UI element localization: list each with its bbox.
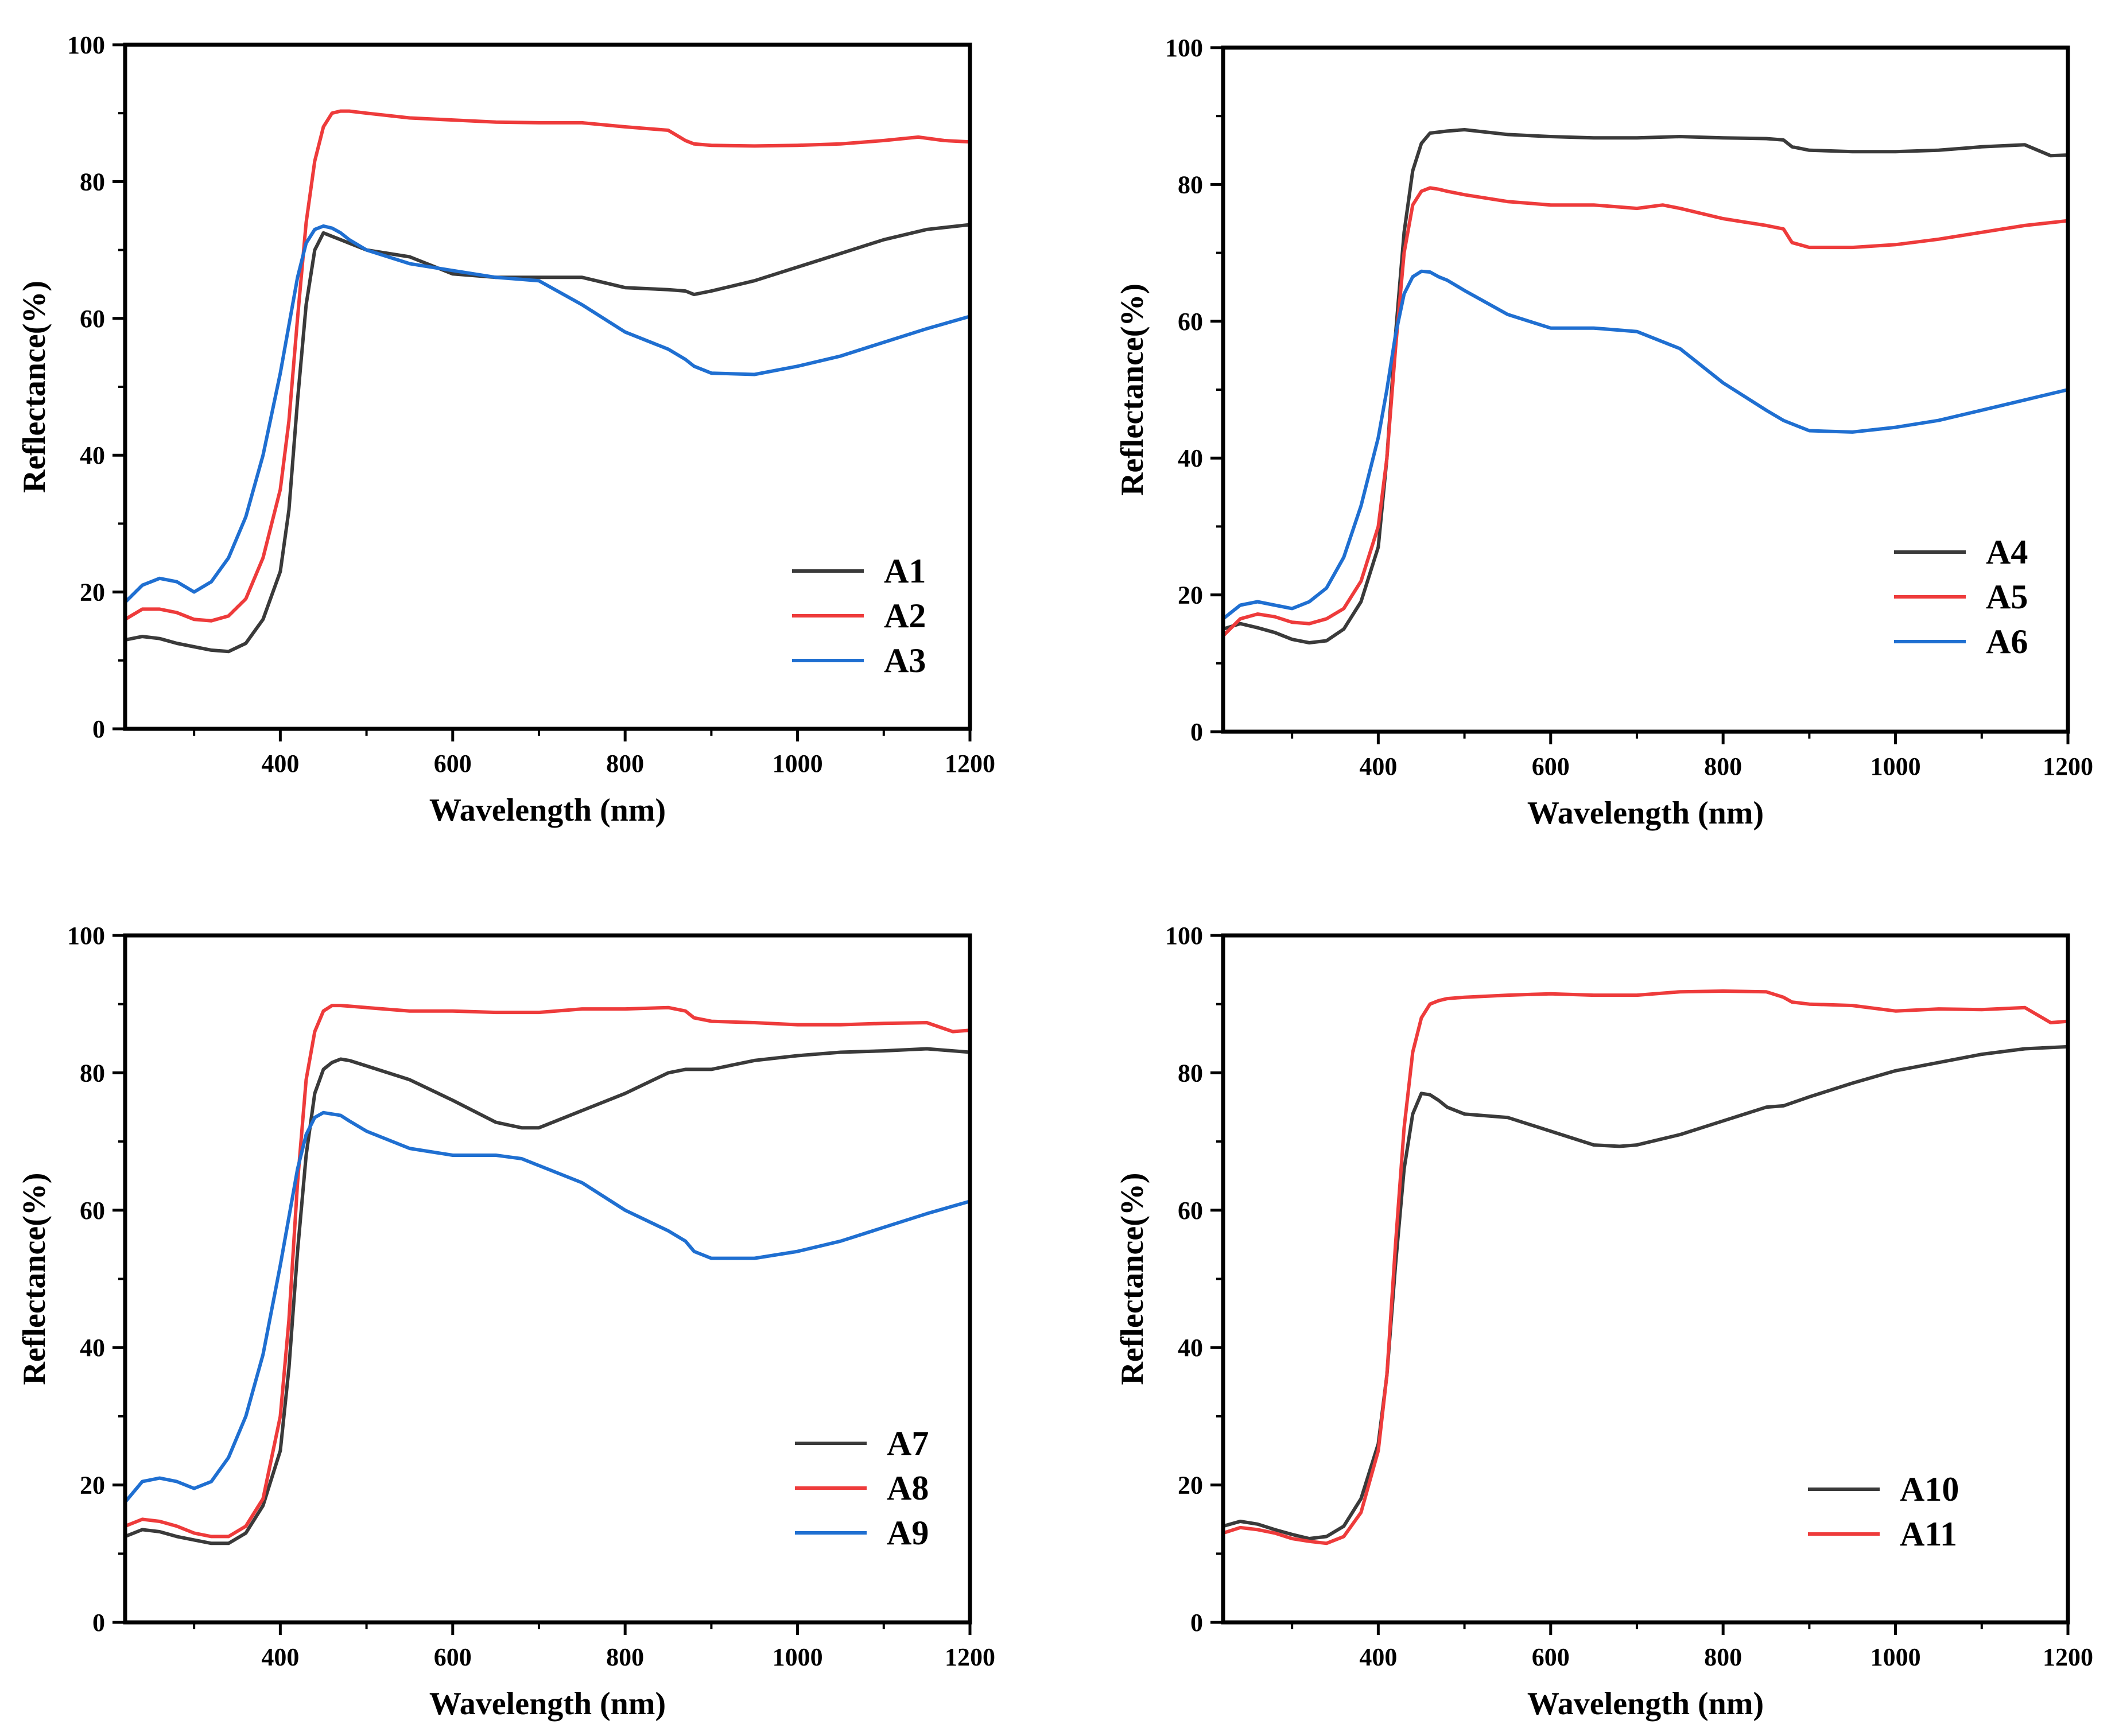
legend: A1 A2 A3 <box>792 552 926 679</box>
x-tick-label: 600 <box>1532 1643 1570 1671</box>
legend-label-a6: A6 <box>1986 623 2028 661</box>
x-tick-label: 400 <box>1359 752 1397 780</box>
y-tick-label: 20 <box>1178 1471 1203 1500</box>
x-tick-label: 400 <box>1359 1643 1397 1671</box>
y-axis-title: Reflectance(%) <box>1115 1172 1150 1385</box>
y-axis-title: Reflectance(%) <box>17 1172 52 1385</box>
y-tick-label: 20 <box>1178 581 1203 609</box>
x-tick-label: 1000 <box>1870 752 1921 780</box>
x-axis-title: Wavelength (nm) <box>429 793 666 828</box>
y-tick-label: 0 <box>1190 718 1203 746</box>
y-tick-label: 60 <box>1178 308 1203 336</box>
legend-label-a1: A1 <box>884 552 926 590</box>
y-tick-label: 0 <box>1190 1609 1203 1637</box>
x-tick-label: 400 <box>261 749 299 778</box>
legend-label-a7: A7 <box>887 1424 929 1462</box>
y-tick-label: 100 <box>1165 34 1203 62</box>
y-tick-label: 80 <box>1178 170 1203 199</box>
x-tick-label: 800 <box>1704 1643 1742 1671</box>
legend-label-a9: A9 <box>887 1514 929 1552</box>
series-line-a10 <box>1223 1044 2068 1540</box>
legend-label-a10: A10 <box>1900 1470 1959 1508</box>
y-tick-label: 80 <box>80 168 105 196</box>
y-tick-label: 80 <box>1178 1059 1203 1087</box>
plot-frame <box>123 42 972 731</box>
x-tick-label: 1000 <box>1870 1643 1921 1671</box>
x-axis-title: Wavelength (nm) <box>1527 1686 1764 1722</box>
x-axis-title: Wavelength (nm) <box>1527 795 1764 831</box>
y-tick-label: 40 <box>80 1334 105 1362</box>
series-line-a9 <box>125 1110 970 1504</box>
chart-panel-1: 400 600 800 1000 1200 0 20 40 60 80 100 Wavelength … <box>17 31 995 828</box>
y-tick-label: 40 <box>80 441 105 469</box>
series-line-a3 <box>125 224 970 604</box>
legend: A7 A8 A9 <box>795 1424 929 1552</box>
y-tick-label: 100 <box>67 31 105 59</box>
y-axis-title: Reflectance(%) <box>17 281 52 493</box>
series-line-a11 <box>1223 989 2068 1545</box>
x-tick-label: 1200 <box>945 1643 995 1671</box>
y-tick-label: 60 <box>80 305 105 333</box>
y-tick-label: 40 <box>1178 1334 1203 1362</box>
y-tick-label: 60 <box>80 1197 105 1225</box>
series-line-a6 <box>1223 269 2068 621</box>
x-tick-label: 400 <box>261 1643 299 1671</box>
y-tick-label: 100 <box>1165 922 1203 950</box>
x-tick-label: 1200 <box>945 749 995 778</box>
series-line-a4 <box>1223 128 2068 644</box>
x-axis-title: Wavelength (nm) <box>429 1686 666 1722</box>
x-tick-label: 600 <box>434 1643 472 1671</box>
legend-label-a2: A2 <box>884 597 926 635</box>
chart-panel-2: 400 600 800 1000 1200 0 20 40 60 80 100 Wavelength … <box>1115 34 2093 831</box>
y-tick-label: 60 <box>1178 1197 1203 1225</box>
chart-panel-4: 400 600 800 1000 1200 0 20 40 60 80 100 Wavelength … <box>1115 922 2093 1722</box>
x-tick-label: 600 <box>434 749 472 778</box>
series-line-a5 <box>1223 186 2068 638</box>
series-line-a7 <box>125 1047 970 1545</box>
y-tick-label: 100 <box>67 922 105 950</box>
x-tick-label: 600 <box>1532 752 1570 780</box>
y-tick-label: 0 <box>92 1609 105 1637</box>
y-tick-label: 40 <box>1178 444 1203 472</box>
y-tick-label: 80 <box>80 1059 105 1087</box>
legend-label-a4: A4 <box>1986 533 2028 571</box>
y-tick-label: 0 <box>92 715 105 743</box>
legend-label-a5: A5 <box>1986 578 2028 616</box>
x-tick-label: 800 <box>606 749 644 778</box>
chart-panel-3: 400 600 800 1000 1200 0 20 40 60 80 100 Wavelength … <box>17 922 995 1722</box>
legend-label-a3: A3 <box>884 642 926 679</box>
series-line-a2 <box>125 109 970 623</box>
y-tick-label: 20 <box>80 578 105 607</box>
x-tick-label: 800 <box>1704 752 1742 780</box>
legend-label-a11: A11 <box>1900 1515 1957 1553</box>
y-tick-label: 20 <box>80 1471 105 1500</box>
x-tick-label: 800 <box>606 1643 644 1671</box>
series-line-a1 <box>125 223 970 654</box>
legend-label-a8: A8 <box>887 1469 929 1507</box>
x-tick-label: 1000 <box>773 749 823 778</box>
y-axis-title: Reflectance(%) <box>1115 283 1150 496</box>
x-tick-label: 1000 <box>773 1643 823 1671</box>
x-tick-label: 1200 <box>2043 752 2093 780</box>
x-tick-label: 1200 <box>2043 1643 2093 1671</box>
series-line-a8 <box>125 1004 970 1539</box>
legend: A4 A5 A6 <box>1894 533 2028 661</box>
